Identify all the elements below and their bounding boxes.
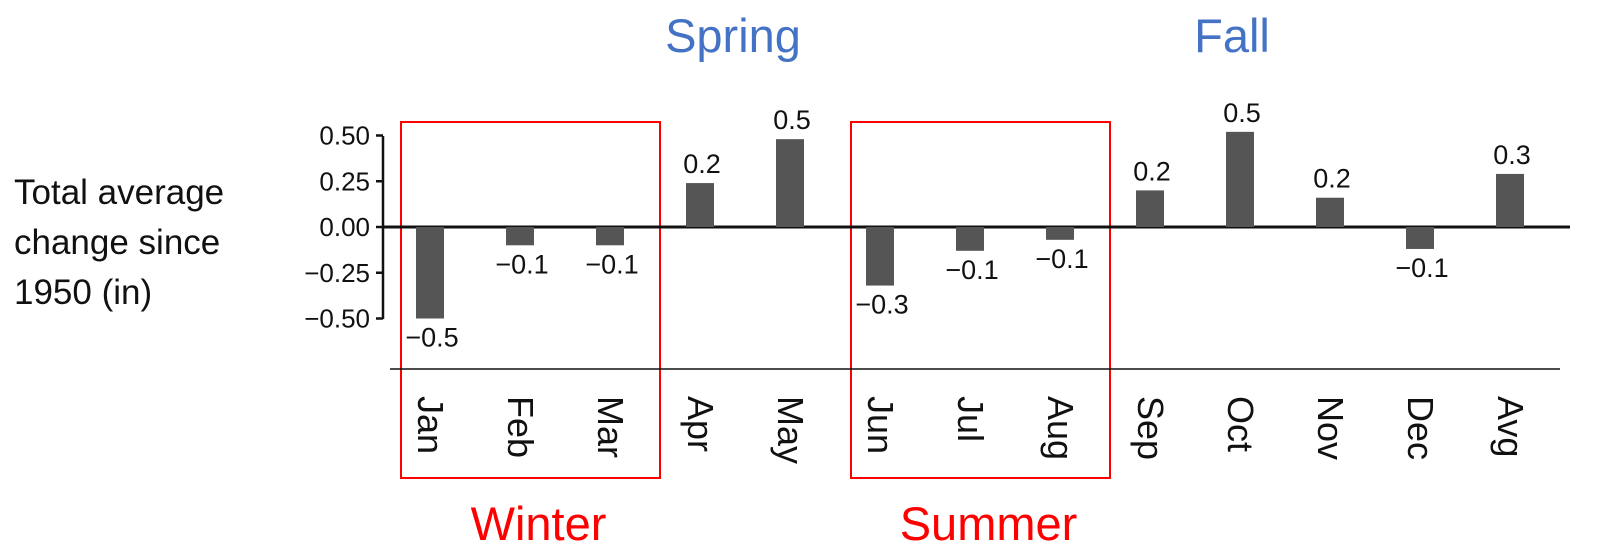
category-label-jun: Jun [860,396,901,454]
y-axis-title-line-1: Total average [14,173,225,212]
season-box-summer [850,121,1111,479]
category-label-aug: Aug [1040,396,1081,460]
season-boxes [400,121,1111,479]
season-box-winter [400,121,661,479]
value-label-dec: −0.1 [1395,253,1448,283]
season-labels: Winter Summer Spring Fall [471,9,1270,550]
bar-sep [1136,190,1164,227]
bar-feb [506,227,534,246]
bar-avg [1496,173,1524,227]
bar-dec [1406,227,1434,249]
value-label-avg: 0.3 [1493,140,1531,170]
category-label-apr: Apr [680,396,721,452]
bar-jul [956,227,984,251]
category-label-avg: Avg [1490,396,1531,457]
bar-oct [1226,131,1254,227]
y-axis [381,136,1570,370]
value-label-jun: −0.3 [855,290,908,320]
y-tick-label: 0.25 [319,166,370,196]
y-ticks: 0.50 0.25 0.00 −0.25 −0.50 [304,121,383,334]
value-label-jul: −0.1 [945,255,998,285]
bar-jun [866,227,894,286]
bars [416,131,1524,319]
value-label-apr: 0.2 [683,149,721,179]
season-label-winter: Winter [471,497,607,550]
season-label-fall: Fall [1194,9,1270,62]
category-label-nov: Nov [1310,396,1351,460]
bar-aug [1046,227,1074,240]
value-label-jan: −0.5 [405,323,458,353]
value-label-aug: −0.1 [1035,244,1088,274]
bar-apr [686,183,714,227]
y-axis-title-line-2: change since [14,223,221,262]
y-tick-label: −0.25 [304,258,370,288]
value-label-mar: −0.1 [585,249,638,279]
category-label-oct: Oct [1220,396,1261,452]
y-axis-title-line-3: 1950 (in) [14,273,153,312]
category-label-may: May [770,396,811,464]
value-label-sep: 0.2 [1133,156,1171,186]
y-tick-label: 0.50 [319,121,370,151]
value-label-may: 0.5 [773,105,811,135]
category-label-dec: Dec [1400,396,1441,460]
category-label-jan: Jan [410,396,451,454]
season-label-summer: Summer [900,497,1078,550]
category-label-feb: Feb [500,396,541,458]
bar-may [776,139,804,227]
category-label-jul: Jul [950,396,991,442]
y-tick-label: −0.50 [304,304,370,334]
category-labels: Jan Feb Mar Apr May Jun Jul Aug Sep Oct Nov Dec Avg [410,396,1531,464]
value-labels: −0.5 −0.1 −0.1 0.2 0.5 −0.3 −0.1 −0.1 0.2 0.5 0.2 −… [405,98,1530,353]
bar-nov [1316,197,1344,227]
season-label-spring: Spring [665,9,801,62]
y-tick-label: 0.00 [319,212,370,242]
y-axis-title: Total average change since 1950 (in) [14,168,284,318]
value-label-feb: −0.1 [495,249,548,279]
category-label-sep: Sep [1130,396,1171,460]
value-label-oct: 0.5 [1223,98,1261,128]
bar-jan [416,227,444,319]
bar-mar [596,227,624,246]
category-label-mar: Mar [590,396,631,458]
value-label-nov: 0.2 [1313,164,1351,194]
